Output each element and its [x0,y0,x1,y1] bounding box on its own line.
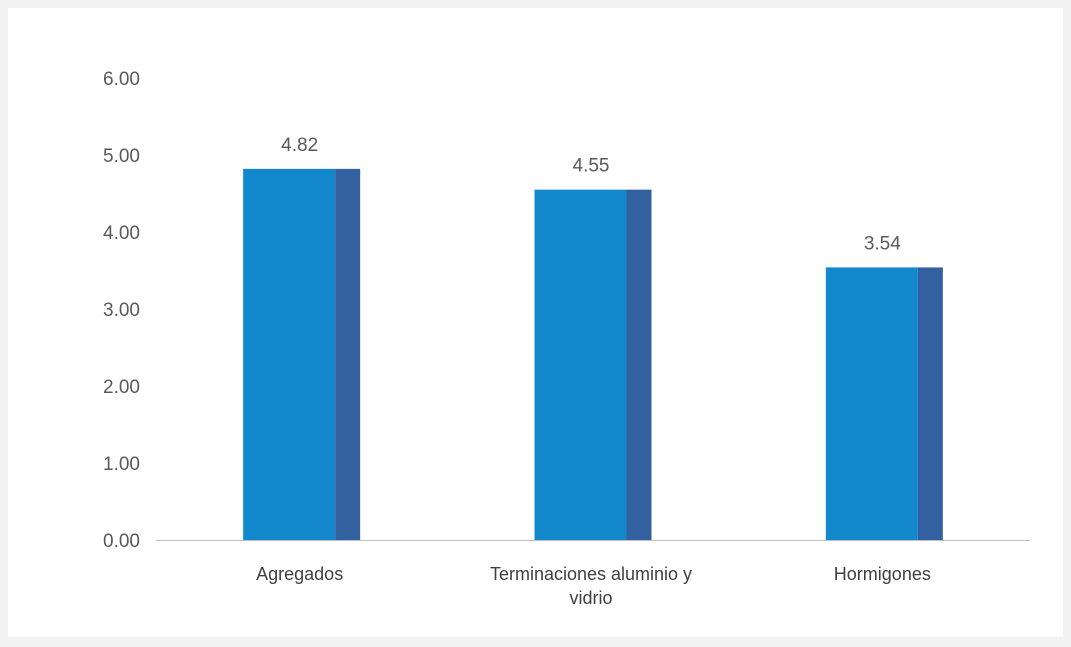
bar-front [534,189,627,540]
bar-front [243,168,336,541]
data-label: 4.55 [573,156,610,177]
bar-side [335,168,361,541]
category-labels: Agregados Terminaciones aluminio y vidrio H… [256,564,931,608]
y-tick-label: 5.00 [103,146,140,167]
y-tick-label: 1.00 [103,454,140,475]
bar-side [626,189,652,540]
y-tick-label: 3.00 [103,300,140,321]
category-label: Terminaciones aluminio y [490,564,692,584]
y-axis-ticks: 0.00 1.00 2.00 3.00 4.00 5.00 6.00 [103,69,140,552]
bar-front [825,267,918,540]
data-label: 3.54 [864,233,901,254]
chart-card: 0.00 1.00 2.00 3.00 4.00 5.00 6.00 4.82 4.55 3.5… [8,8,1063,637]
data-labels: 4.82 4.55 3.54 [281,135,901,255]
bars [243,168,943,541]
data-label: 4.82 [281,135,318,156]
category-label: Hormigones [834,564,931,584]
category-label: Agregados [256,564,343,584]
y-tick-label: 6.00 [103,69,140,90]
bar-chart: 0.00 1.00 2.00 3.00 4.00 5.00 6.00 4.82 4.55 3.5… [103,69,1030,608]
y-tick-label: 2.00 [103,377,140,398]
bar-side [917,267,943,540]
category-label: vidrio [569,588,612,608]
y-tick-label: 0.00 [103,531,140,552]
y-tick-label: 4.00 [103,223,140,244]
